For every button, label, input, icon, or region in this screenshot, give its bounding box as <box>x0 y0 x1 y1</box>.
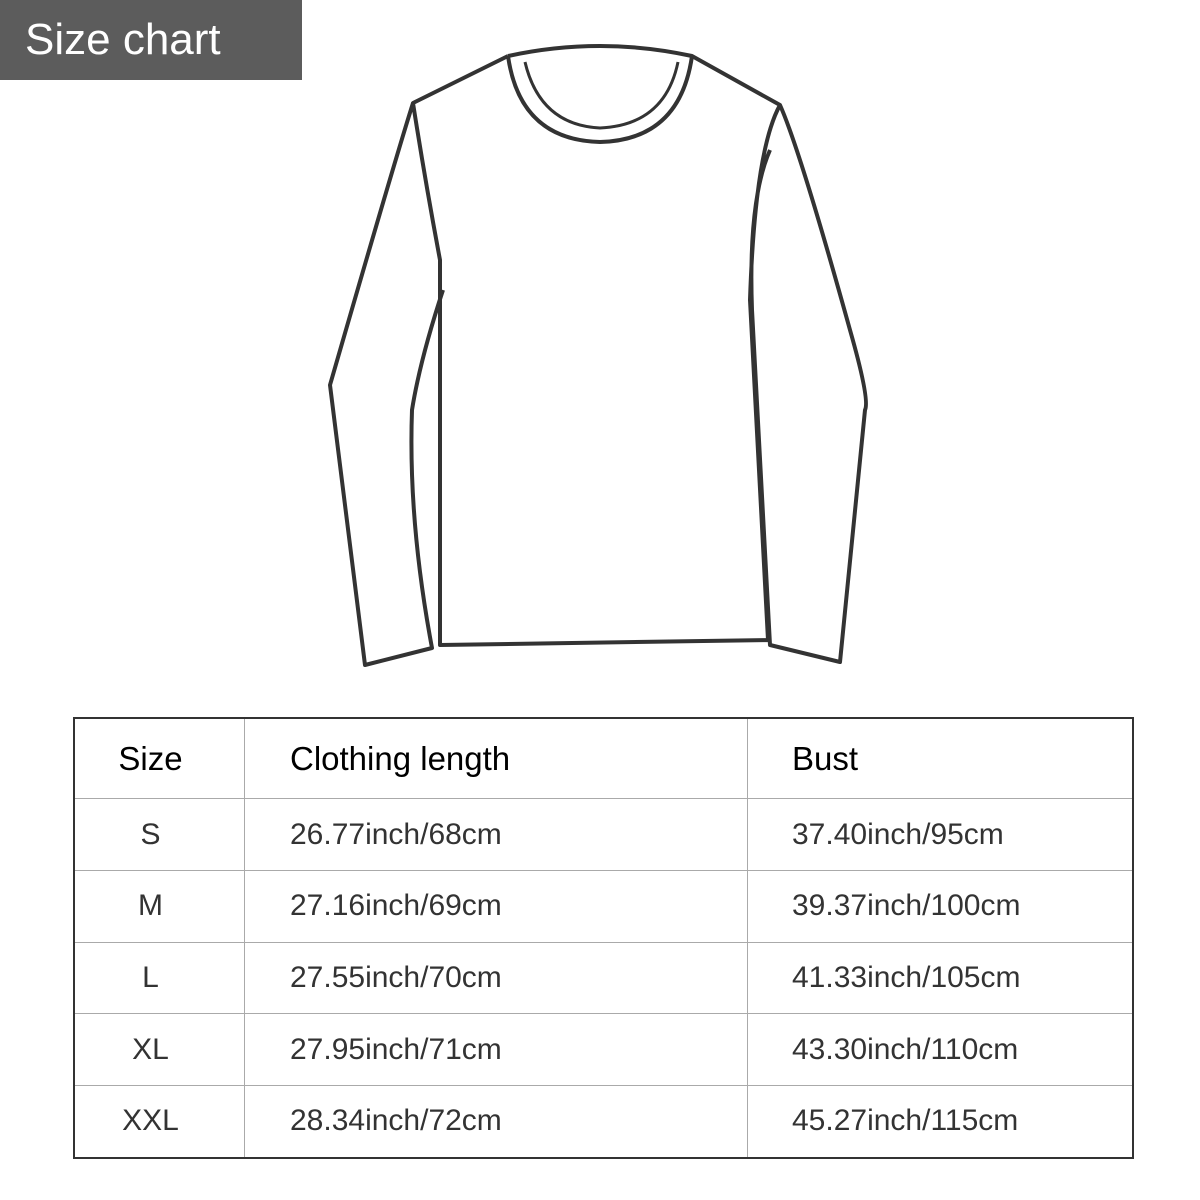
size-table: Size Clothing length Bust S 26.77inch/68… <box>73 717 1134 1159</box>
cell-clothing-length: 27.16inch/69cm <box>244 869 748 943</box>
cell-bust: 41.33inch/105cm <box>747 941 1134 1015</box>
shirt-body-outline <box>328 44 868 667</box>
table-row: M 27.16inch/69cm 39.37inch/100cm <box>73 869 1134 943</box>
cell-bust: 39.37inch/100cm <box>747 869 1134 943</box>
long-sleeve-shirt-outline-icon <box>328 44 868 667</box>
cell-bust: 37.40inch/95cm <box>747 798 1134 871</box>
table-row: XL 27.95inch/71cm 43.30inch/110cm <box>73 1013 1134 1086</box>
header-size: Size <box>73 717 245 800</box>
cell-clothing-length: 27.55inch/70cm <box>244 941 748 1015</box>
cell-size: XL <box>73 1013 245 1086</box>
header-bust: Bust <box>747 717 1134 800</box>
cell-size: L <box>73 941 245 1015</box>
shirt-collar-inner <box>523 61 680 130</box>
cell-bust: 45.27inch/115cm <box>747 1084 1134 1159</box>
table-row: XXL 28.34inch/72cm 45.27inch/115cm <box>73 1084 1134 1159</box>
cell-clothing-length: 27.95inch/71cm <box>244 1013 748 1086</box>
cell-size: S <box>73 798 245 871</box>
table-header-row: Size Clothing length Bust <box>73 717 1134 800</box>
table-row: L 27.55inch/70cm 41.33inch/105cm <box>73 941 1134 1015</box>
shirt-collar-outer <box>506 55 694 144</box>
cell-bust: 43.30inch/110cm <box>747 1013 1134 1086</box>
table-row: S 26.77inch/68cm 37.40inch/95cm <box>73 798 1134 871</box>
header-clothing-length: Clothing length <box>244 717 748 800</box>
size-chart-badge: Size chart <box>0 0 302 80</box>
cell-size: M <box>73 869 245 943</box>
cell-clothing-length: 26.77inch/68cm <box>244 798 748 871</box>
cell-clothing-length: 28.34inch/72cm <box>244 1084 748 1159</box>
cell-size: XXL <box>73 1084 245 1159</box>
